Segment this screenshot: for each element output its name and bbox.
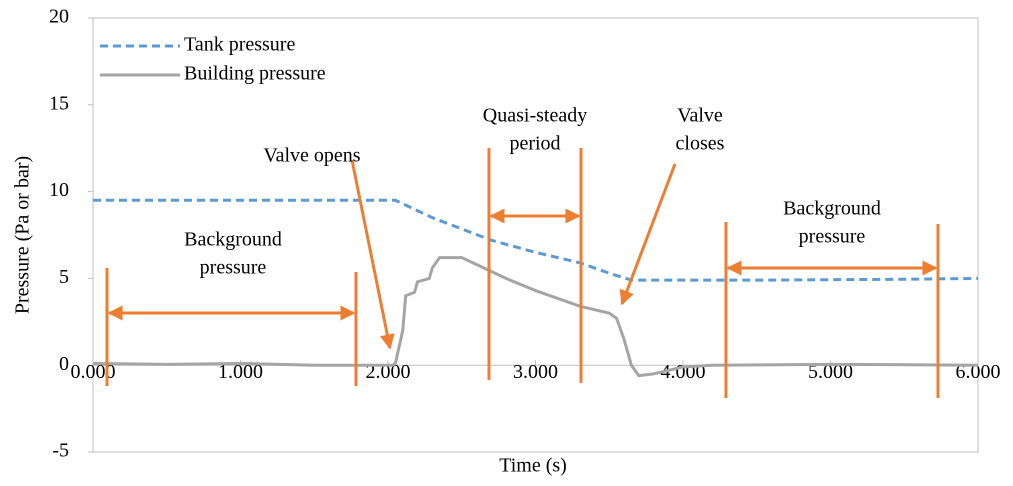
y-tick-label: 20 xyxy=(49,6,69,28)
y-tick-label: -5 xyxy=(52,440,69,462)
annotation-text: Quasi-steady xyxy=(483,105,587,127)
y-tick-label: 0 xyxy=(59,353,69,375)
series-line xyxy=(92,256,979,378)
x-axis-label: Time (s) xyxy=(499,455,567,477)
annotation-text: Background xyxy=(184,229,282,251)
annotation-text: Background xyxy=(783,198,881,220)
legend-label: Tank pressure xyxy=(184,34,295,56)
x-tick-label: 3.000 xyxy=(513,361,558,383)
x-tick-label: 1.000 xyxy=(218,361,263,383)
x-tick-label: 0.000 xyxy=(71,361,116,383)
y-tick-label: 10 xyxy=(49,179,69,201)
annotation-text: closes xyxy=(676,133,725,155)
x-tick-label: 5.000 xyxy=(808,361,853,383)
annotation-text: Valve opens xyxy=(263,145,360,167)
annotation-text: Valve xyxy=(677,105,723,127)
annotation-text: period xyxy=(509,133,560,155)
legend-label: Building pressure xyxy=(184,63,326,85)
y-axis-label: Pressure (Pa or bar) xyxy=(12,156,34,314)
annotation-text: pressure xyxy=(799,226,866,248)
y-tick-label: 5 xyxy=(59,266,69,288)
y-tick-label: 15 xyxy=(49,92,69,114)
annotation-line xyxy=(619,163,677,306)
annotation-text: pressure xyxy=(200,257,267,279)
annotation-line xyxy=(350,159,395,350)
